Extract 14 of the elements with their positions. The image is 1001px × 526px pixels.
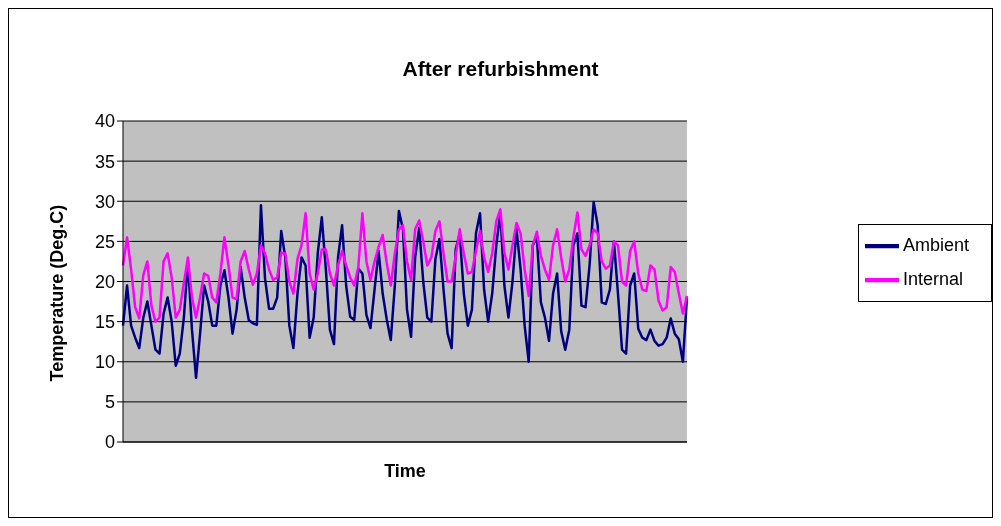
y-tick-label: 30 [94,191,115,212]
y-tick-label: 10 [94,352,115,373]
legend-label: Ambient [902,234,969,255]
chart-title: After refurbishment [401,57,600,81]
y-axis-title: Temperature (Deg.C) [47,204,68,382]
y-tick-label: 25 [94,231,115,252]
y-tick-label: 35 [94,151,115,172]
y-tick-label: 5 [104,392,115,413]
y-tick-label: 20 [94,271,115,292]
y-tick-label: 40 [94,111,115,132]
y-tick-label: 15 [94,312,115,333]
y-tick-label: 0 [104,432,115,453]
legend-label: Internal [902,268,963,289]
x-axis-title: Time [384,461,426,481]
